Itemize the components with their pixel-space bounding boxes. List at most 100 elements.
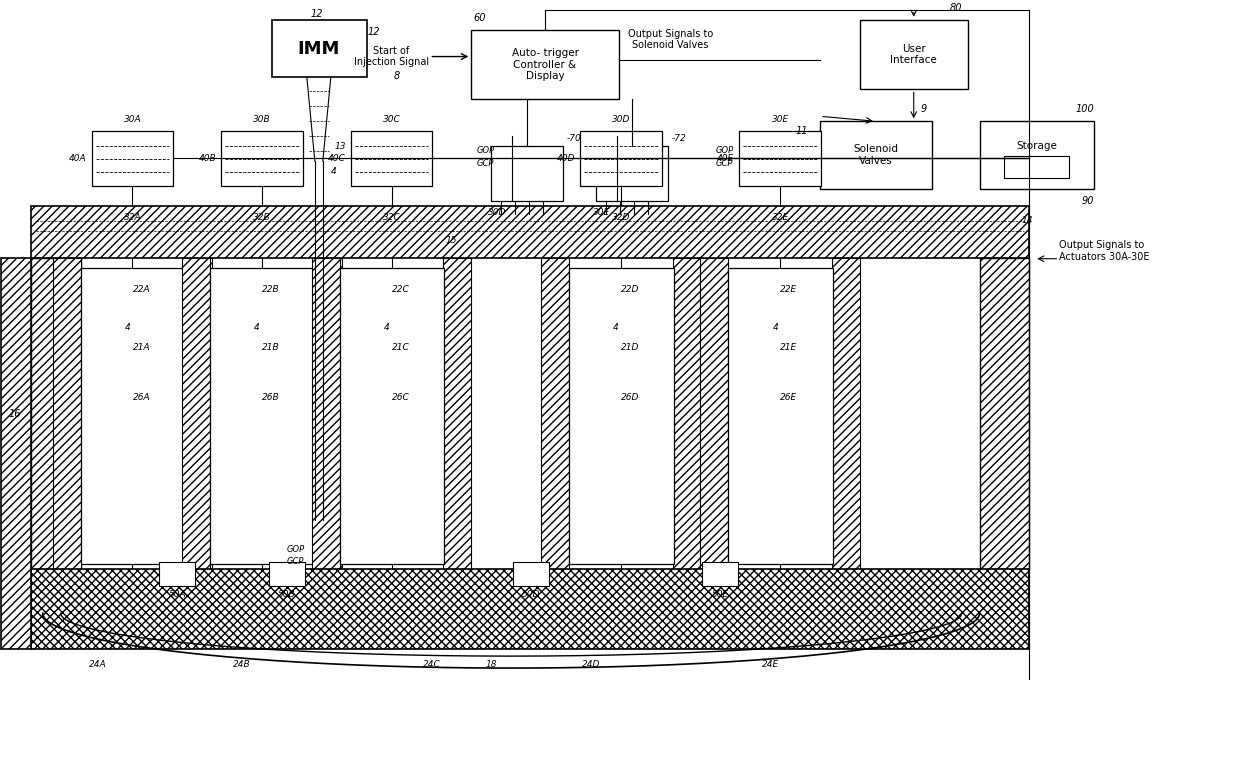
Text: 30A: 30A xyxy=(124,114,141,124)
Text: 22C: 22C xyxy=(392,285,409,294)
Text: 80: 80 xyxy=(950,3,962,13)
Text: 4: 4 xyxy=(383,323,389,332)
Bar xyxy=(31,569,1029,649)
Bar xyxy=(580,131,662,186)
Text: 50A: 50A xyxy=(169,590,186,599)
Bar xyxy=(832,258,859,569)
Text: 16: 16 xyxy=(9,408,21,419)
Bar xyxy=(272,20,367,78)
Text: 26A: 26A xyxy=(133,393,150,401)
Text: 21A: 21A xyxy=(133,343,150,352)
Text: 8: 8 xyxy=(393,71,399,82)
Text: Start of
Injection Signal: Start of Injection Signal xyxy=(353,45,429,67)
Bar xyxy=(728,267,833,564)
Text: 26C: 26C xyxy=(392,393,409,401)
Bar xyxy=(81,267,185,564)
Text: 4: 4 xyxy=(331,166,336,176)
Bar xyxy=(596,146,667,201)
Text: 40B: 40B xyxy=(198,154,216,163)
Bar xyxy=(701,258,728,569)
Bar xyxy=(444,258,471,569)
Text: 30D: 30D xyxy=(611,114,630,124)
Text: 32C: 32C xyxy=(383,213,401,223)
Text: 24E: 24E xyxy=(761,659,779,669)
Bar xyxy=(1004,156,1069,178)
Bar xyxy=(182,258,211,569)
Bar xyxy=(351,131,433,186)
Bar xyxy=(672,258,701,569)
Text: 40E: 40E xyxy=(717,154,734,163)
Text: GOP: GOP xyxy=(286,545,305,554)
Text: 30C: 30C xyxy=(383,114,401,124)
Text: 24D: 24D xyxy=(582,659,600,669)
Text: GCP: GCP xyxy=(476,159,494,168)
Text: Storage: Storage xyxy=(1017,141,1058,151)
Text: Solenoid
Valves: Solenoid Valves xyxy=(853,144,899,166)
Text: 32B: 32B xyxy=(253,213,270,223)
Text: 11: 11 xyxy=(796,126,808,136)
Text: 12: 12 xyxy=(310,9,324,19)
Text: 32A: 32A xyxy=(124,213,141,223)
Text: 32D: 32D xyxy=(611,213,630,223)
Text: 22A: 22A xyxy=(133,285,150,294)
Text: 30B: 30B xyxy=(253,114,270,124)
Text: GCP: GCP xyxy=(286,557,304,566)
Text: 32E: 32E xyxy=(771,213,789,223)
Bar xyxy=(314,258,342,569)
Text: 22B: 22B xyxy=(262,285,280,294)
Text: 50B: 50B xyxy=(278,590,296,599)
Bar xyxy=(541,258,569,569)
Text: 90: 90 xyxy=(1081,196,1094,206)
Bar xyxy=(739,131,821,186)
Text: 26B: 26B xyxy=(262,393,280,401)
Text: 4: 4 xyxy=(254,323,260,332)
Bar xyxy=(185,258,212,569)
Text: 18: 18 xyxy=(486,659,497,669)
Bar xyxy=(569,267,673,564)
Text: 22D: 22D xyxy=(621,285,639,294)
Text: 13: 13 xyxy=(335,142,346,151)
Text: 9: 9 xyxy=(920,104,926,114)
Text: GCP: GCP xyxy=(715,159,733,168)
Text: Output Signals to
Actuators 30A-30E: Output Signals to Actuators 30A-30E xyxy=(1059,240,1149,262)
Text: -72: -72 xyxy=(672,134,687,143)
Bar xyxy=(269,561,305,586)
Bar xyxy=(980,122,1094,189)
Bar xyxy=(160,561,195,586)
Text: IMM: IMM xyxy=(298,39,340,57)
Text: 100: 100 xyxy=(1075,104,1094,114)
Bar xyxy=(221,131,303,186)
Bar xyxy=(980,258,1029,569)
Text: 40A: 40A xyxy=(69,154,87,163)
Text: 21C: 21C xyxy=(392,343,409,352)
Text: 21D: 21D xyxy=(621,343,639,352)
Bar xyxy=(211,267,315,564)
Text: 50D: 50D xyxy=(522,590,541,599)
Bar xyxy=(703,561,738,586)
Bar xyxy=(859,20,967,89)
Text: 26E: 26E xyxy=(780,393,797,401)
Bar xyxy=(311,258,340,569)
Text: GOP: GOP xyxy=(715,146,734,155)
Text: 4: 4 xyxy=(613,323,619,332)
Bar xyxy=(820,122,931,189)
Bar xyxy=(491,146,563,201)
Text: 30E: 30E xyxy=(771,114,789,124)
Bar xyxy=(31,258,81,569)
Text: 21B: 21B xyxy=(262,343,280,352)
Bar xyxy=(340,267,444,564)
Text: 40D: 40D xyxy=(557,154,575,163)
Text: 50E: 50E xyxy=(712,590,729,599)
Bar xyxy=(513,561,549,586)
Text: GOP: GOP xyxy=(476,146,495,155)
Text: 21E: 21E xyxy=(780,343,797,352)
Text: 12: 12 xyxy=(367,27,379,37)
Text: 24C: 24C xyxy=(423,659,440,669)
Text: 30D: 30D xyxy=(489,209,507,217)
Text: 24A: 24A xyxy=(89,659,107,669)
Text: 15: 15 xyxy=(445,236,458,245)
Text: 24B: 24B xyxy=(233,659,250,669)
Text: 14: 14 xyxy=(1022,216,1033,225)
Text: 60: 60 xyxy=(472,13,486,23)
Text: 30E: 30E xyxy=(593,209,610,217)
